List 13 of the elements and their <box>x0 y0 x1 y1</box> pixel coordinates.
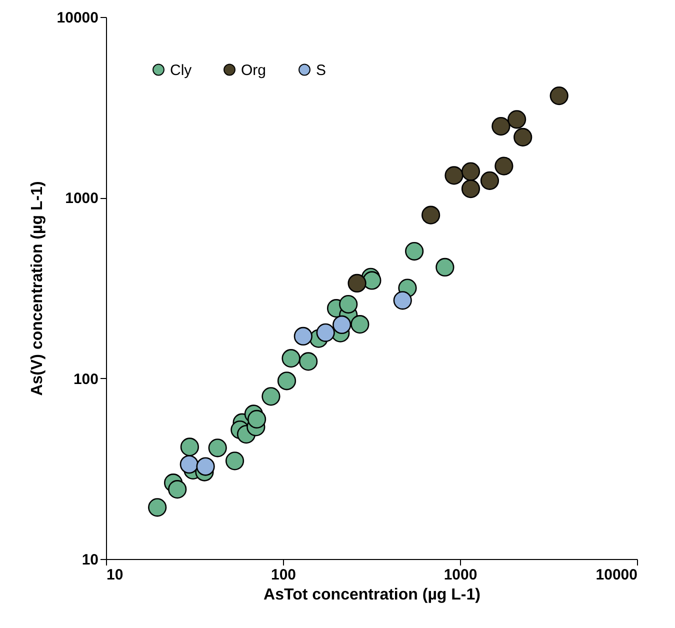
x-tick-label: 1000 <box>444 566 478 584</box>
y-tick-label: 100 <box>73 370 98 388</box>
legend-label: Org <box>241 62 266 79</box>
legend-label: S <box>316 62 326 79</box>
y-tick-label: 10 <box>82 552 98 568</box>
y-axis-title: As(V) concentration (µg L-1) <box>28 181 46 396</box>
y-tick-label: 1000 <box>65 190 98 208</box>
y-tick-label: 10000 <box>56 10 98 26</box>
x-tick-label: 10000 <box>596 566 638 584</box>
legend-label: Cly <box>170 62 192 79</box>
x-tick-label: 100 <box>270 566 296 584</box>
x-tick-label: 10 <box>106 566 124 584</box>
x-axis-title: AsTot concentration (µg L-1) <box>264 586 480 604</box>
